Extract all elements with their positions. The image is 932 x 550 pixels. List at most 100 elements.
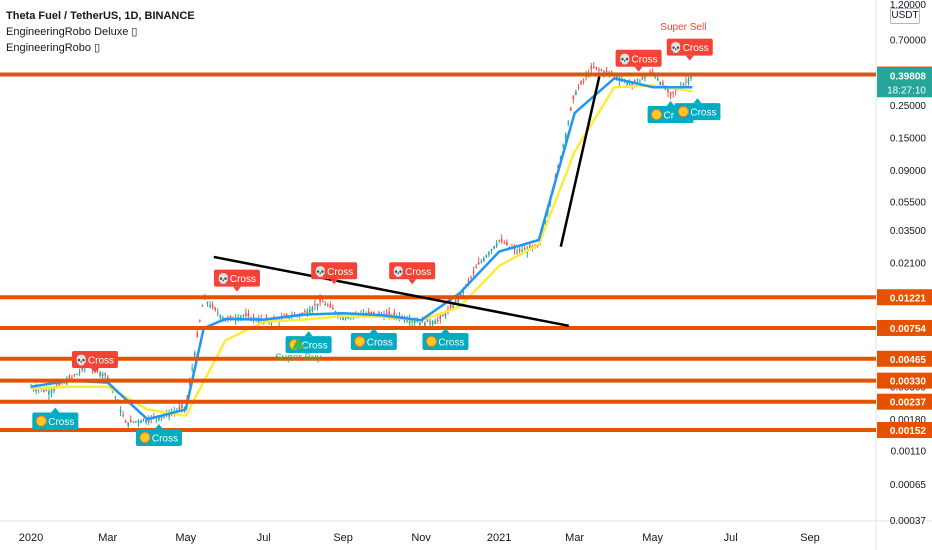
symbol-title[interactable]: Theta Fuel / TetherUS, 1D, BINANCE: [6, 10, 195, 22]
signal-label-box: [71, 350, 118, 368]
buy-cross-signal[interactable]: Cross: [135, 424, 182, 447]
signal-pointer: [51, 407, 60, 413]
candle-body: [431, 321, 434, 325]
buy-cross-signal[interactable]: Cross: [350, 327, 397, 350]
candle-body: [370, 311, 373, 314]
signal-label-text: Cross: [367, 337, 393, 348]
candle-body: [641, 76, 644, 79]
candle-body: [342, 316, 344, 320]
candle-body: [247, 313, 250, 317]
sell-cross-signal[interactable]: 💀 Cross: [389, 262, 436, 285]
buy-cross-signal[interactable]: Cross: [32, 407, 79, 430]
candle-body: [206, 302, 209, 304]
signal-label-text: Cross: [302, 341, 328, 352]
candle-body: [518, 249, 521, 252]
candle-body: [45, 389, 48, 391]
signal-pointer: [634, 66, 643, 72]
sell-cross-signal[interactable]: 💀 Cross: [311, 262, 358, 285]
candle-body: [664, 88, 667, 90]
candle-body: [590, 66, 593, 70]
ma-fast-line: [30, 77, 693, 421]
x-tick-label: May: [642, 532, 663, 544]
signal-label-box: [389, 262, 436, 280]
downtrend-line[interactable]: [213, 255, 570, 328]
signal-label-box: [213, 269, 260, 287]
level-price-tag: [877, 421, 932, 438]
signal-label-text: Cross: [230, 274, 256, 285]
buy-cross-signal[interactable]: Cross: [674, 98, 721, 121]
signal-pointer: [330, 279, 339, 285]
candle-body: [385, 312, 388, 315]
signal-pointer: [685, 55, 694, 61]
candle-body: [580, 80, 582, 85]
signal-label-box: [311, 262, 358, 280]
indicator-deluxe-label: EngineeringRobo Deluxe ▯: [6, 26, 138, 38]
candle-body: [485, 255, 488, 258]
y-tick-label: 0.00037: [890, 516, 927, 527]
candle-body: [122, 415, 124, 417]
candle-body: [513, 247, 516, 250]
y-tick-label: 0.00110: [891, 447, 927, 458]
candle-body: [523, 248, 526, 250]
y-tick-label: 0.00180: [890, 415, 927, 426]
candle-body: [477, 262, 480, 265]
uptrend-line[interactable]: [559, 76, 601, 247]
candle-body: [508, 246, 511, 248]
candle-body: [60, 383, 63, 385]
skull-icon: 💀: [314, 265, 326, 278]
sell-cross-signal[interactable]: 💀 Cross: [615, 49, 662, 72]
candle-body: [191, 367, 193, 369]
buy-cross-signal[interactable]: Cross: [422, 327, 469, 350]
candle-body: [685, 81, 687, 83]
candle-body: [605, 70, 608, 73]
candle-body: [575, 91, 577, 95]
candle-body: [669, 92, 672, 96]
candle-body: [135, 421, 137, 423]
candle-body: [48, 391, 50, 395]
candle-body: [470, 276, 472, 278]
candle-body: [639, 80, 641, 82]
indicator-robo[interactable]: EngineeringRobo ▯: [6, 40, 195, 56]
signal-label-text: Cross: [327, 267, 353, 278]
candle-body: [480, 261, 483, 263]
candle-body: [434, 320, 437, 325]
candle-body: [129, 419, 132, 423]
x-tick-label: Jul: [724, 532, 738, 544]
sell-cross-signal[interactable]: 💀 Cross: [213, 269, 260, 292]
candle-body: [68, 376, 71, 380]
x-tick-label: Sep: [800, 532, 820, 544]
candle-body: [628, 83, 631, 85]
candle-body: [577, 87, 580, 89]
candle-body: [55, 385, 58, 387]
currency-unit-button[interactable]: USDT: [890, 8, 920, 24]
candle-body: [516, 251, 518, 253]
candle-body: [373, 311, 375, 314]
x-tick-label: 2020: [19, 532, 43, 544]
candle-body: [201, 305, 204, 307]
candle-body: [181, 404, 183, 409]
indicator-deluxe[interactable]: EngineeringRobo Deluxe ▯: [6, 24, 195, 40]
y-tick-label: 0.03500: [890, 226, 927, 237]
sell-cross-signal[interactable]: 💀 Cross: [71, 350, 118, 373]
y-tick-label: 0.00065: [890, 480, 927, 491]
x-tick-label: Nov: [411, 532, 431, 544]
candle-body: [319, 298, 321, 302]
ma-slow-line: [30, 84, 693, 418]
sell-cross-signal[interactable]: 💀 Cross: [666, 38, 713, 61]
y-tick-label: 0.70000: [890, 35, 927, 46]
signal-label-text: Cross: [405, 267, 431, 278]
coin-icon: [139, 432, 151, 444]
y-tick-label: 0.15000: [890, 133, 927, 144]
candle-body: [493, 246, 495, 249]
candle-body: [595, 66, 598, 69]
candle-body: [656, 78, 659, 81]
coin-icon: [425, 335, 437, 347]
candle-body: [242, 315, 245, 317]
candle-body: [99, 372, 101, 376]
signal-label-text: Cross: [632, 54, 658, 65]
candle-body: [53, 388, 55, 391]
candle-body: [454, 300, 457, 303]
candle-body: [598, 69, 600, 71]
candle-body: [572, 95, 575, 100]
